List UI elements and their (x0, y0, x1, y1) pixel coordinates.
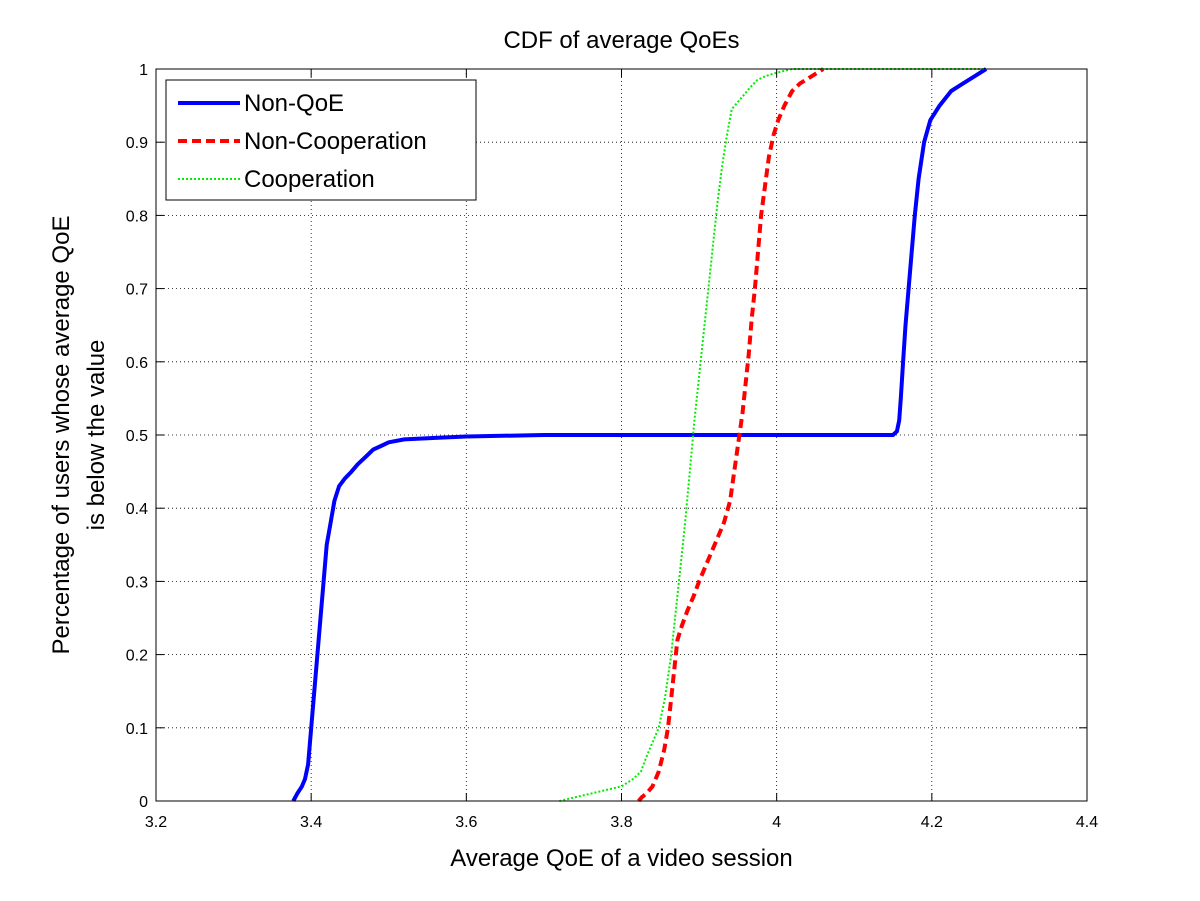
y-tick-label: 0.9 (126, 135, 148, 152)
x-tick-label: 4.4 (1076, 814, 1098, 831)
y-tick-label: 0.2 (126, 648, 148, 665)
legend-label: Cooperation (244, 166, 375, 193)
y-axis-title-line1: Percentage of users whose average QoE (48, 216, 75, 655)
x-tick-label: 3.2 (145, 814, 167, 831)
legend: Non-QoE Non-Cooperation Cooperation (165, 79, 477, 201)
legend-label: Non-Cooperation (244, 128, 427, 155)
series-line-non-qoe (291, 67, 988, 802)
x-tick-label: 3.6 (455, 814, 477, 831)
y-tick-label: 0.7 (126, 282, 148, 299)
series-line-cooperation (559, 68, 987, 802)
legend-box (165, 79, 477, 201)
y-axis-title: Percentage of users whose average QoE is… (48, 216, 110, 655)
y-tick-label: 1 (139, 62, 148, 79)
y-tick-label: 0.6 (126, 355, 148, 372)
x-tick-label: 4 (772, 814, 781, 831)
y-tick-label: 0.5 (126, 428, 148, 445)
series-layer (291, 67, 988, 803)
y-tick-label: 0.8 (126, 208, 148, 225)
legend-label: Non-QoE (244, 90, 344, 117)
y-axis-title-line2: is below the value (83, 340, 110, 531)
y-tick-label: 0 (139, 794, 148, 811)
x-tick-label: 4.2 (921, 814, 943, 831)
legend-items: Non-QoE Non-Cooperation Cooperation (178, 90, 427, 193)
y-tick-label: 0.4 (126, 501, 148, 518)
x-tick-label: 3.8 (610, 814, 632, 831)
x-tick-label: 3.4 (300, 814, 322, 831)
x-axis-title: Average QoE of a video session (450, 845, 792, 872)
y-tick-label: 0.1 (126, 721, 148, 738)
y-tick-label: 0.3 (126, 574, 148, 591)
ticks: 3.2 3.4 3.6 3.8 4 4.2 4.4 0 0.1 0.2 0.3 0.4 0.5 0.6 0.… (126, 62, 1098, 831)
series-line-non-cooperation (637, 67, 825, 803)
chart-title: CDF of average QoEs (503, 27, 739, 54)
